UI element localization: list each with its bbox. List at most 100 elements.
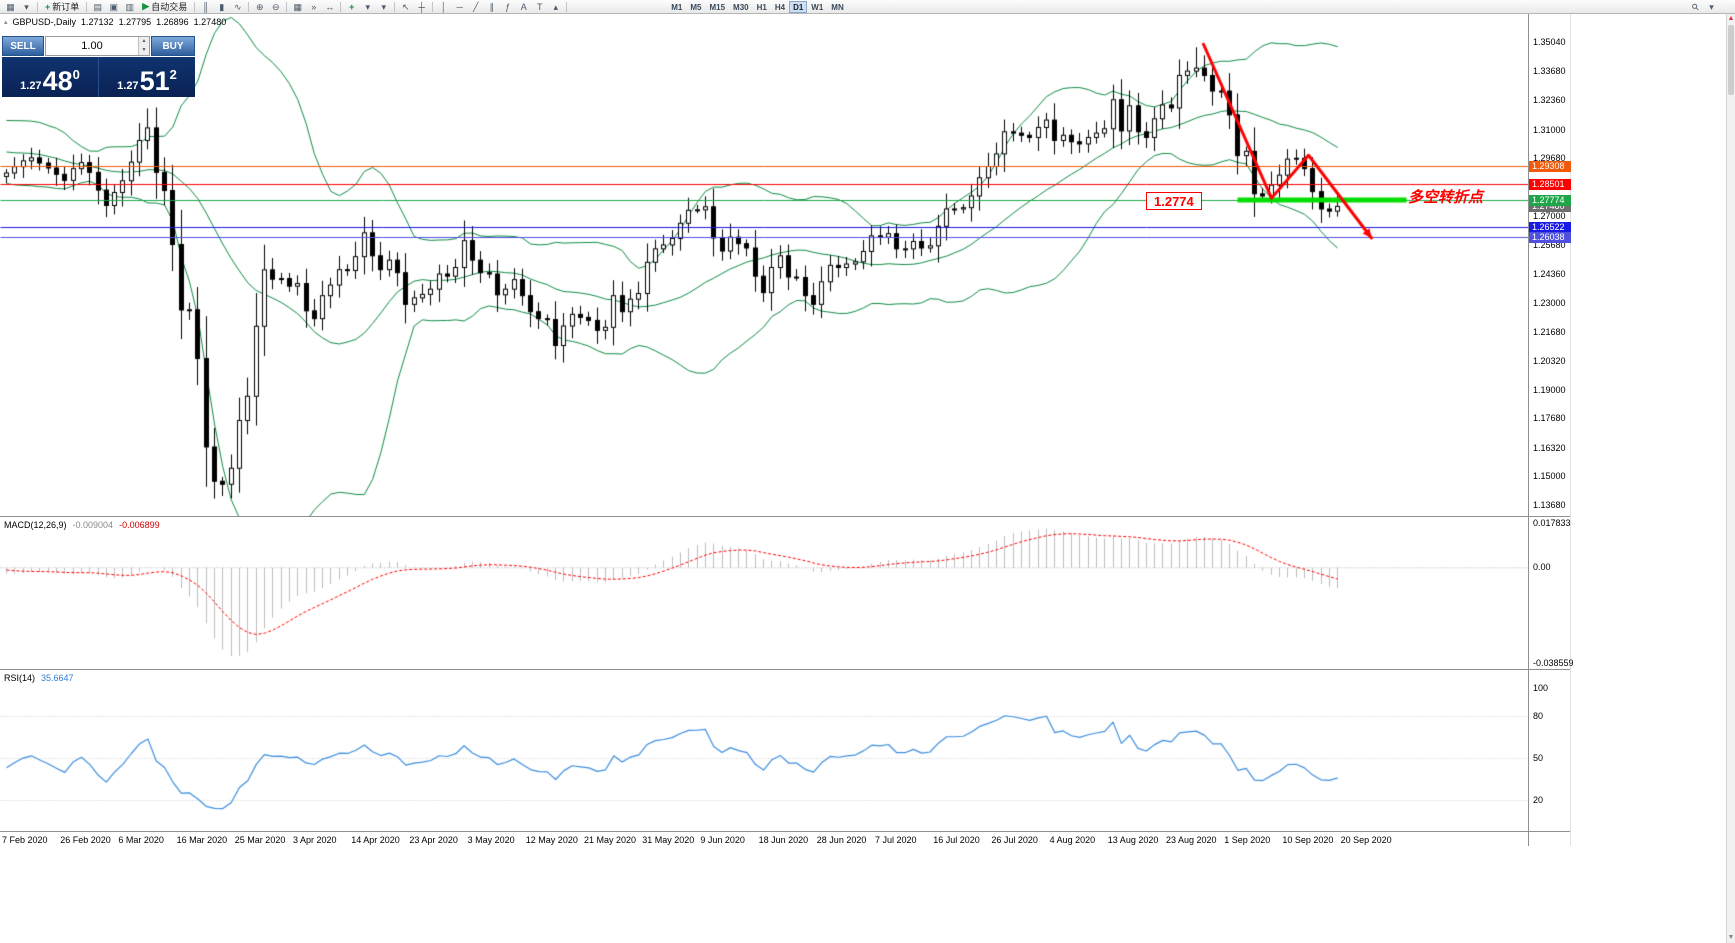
new-order-label: 新订单 bbox=[52, 2, 80, 12]
price-axis-tick: 1.29680 bbox=[1533, 153, 1566, 164]
toolbar-separator bbox=[394, 1, 396, 12]
sell-price-prefix: 1.27 bbox=[20, 80, 42, 92]
volume-decrease-button[interactable]: ▼ bbox=[139, 46, 149, 55]
terminal-icon[interactable]: ▥ bbox=[125, 1, 135, 12]
timeframe-m30[interactable]: M30 bbox=[733, 2, 749, 12]
price-axis-tick: 1.33680 bbox=[1533, 66, 1566, 77]
buy-price-display[interactable]: 1.27 51 2 bbox=[99, 57, 195, 97]
timeframe-d1[interactable]: D1 bbox=[789, 0, 808, 13]
horizontal-line-icon[interactable]: ─ bbox=[456, 1, 463, 12]
ohlc-open: 1.27132 bbox=[81, 17, 114, 27]
price-axis-tick: 1.23000 bbox=[1533, 297, 1566, 308]
price-tag: 1.26038 bbox=[1529, 232, 1571, 244]
rsi-dates-separator bbox=[0, 831, 1570, 832]
timeframe-m5[interactable]: M5 bbox=[690, 2, 702, 12]
chart-window: ▴ GBPUSD-,Daily 1.27132 1.27795 1.26896 … bbox=[0, 14, 1735, 943]
vertical-scrollbar[interactable]: ▲ ▼ bbox=[1726, 14, 1735, 943]
scroll-down-icon[interactable]: ▼ bbox=[1727, 934, 1735, 941]
scroll-up-icon[interactable]: ▲ bbox=[1727, 15, 1735, 22]
indicators-dropdown-icon[interactable]: ▾ bbox=[365, 1, 370, 12]
date-axis-label: 23 Apr 2020 bbox=[409, 835, 458, 845]
arrows-tool-icon[interactable]: ▴ bbox=[553, 1, 558, 12]
rsi-header: RSI(14) 35.6647 bbox=[4, 673, 74, 683]
date-axis-label: 16 Jul 2020 bbox=[933, 835, 980, 845]
date-axis-label: 10 Sep 2020 bbox=[1282, 835, 1334, 845]
price-chart-canvas[interactable] bbox=[0, 14, 1570, 516]
date-axis-label: 7 Jul 2020 bbox=[875, 835, 917, 845]
candlestick-chart-icon[interactable]: ▮ bbox=[219, 1, 225, 12]
volume-increase-button[interactable]: ▲ bbox=[139, 37, 149, 46]
search-icon[interactable]: ⚲ bbox=[1689, 0, 1702, 13]
toolbar-separator bbox=[340, 1, 342, 12]
buy-button[interactable]: BUY bbox=[151, 36, 195, 56]
price-axis-tick: 1.17680 bbox=[1533, 413, 1566, 424]
price-axis-tick: 1.32360 bbox=[1533, 95, 1566, 106]
one-click-trading-panel: SELL ▲ ▼ BUY 1.27 48 0 1.27 51 2 bbox=[2, 36, 195, 97]
indicators-icon[interactable]: + bbox=[349, 1, 355, 12]
toolbar-separator bbox=[286, 1, 288, 12]
scrollbar-thumb[interactable] bbox=[1728, 25, 1734, 95]
price-axis-tick: 1.25680 bbox=[1533, 239, 1566, 250]
date-axis-label: 6 Mar 2020 bbox=[118, 835, 164, 845]
date-axis-label: 9 Jun 2020 bbox=[700, 835, 745, 845]
main-macd-separator[interactable] bbox=[0, 516, 1570, 517]
market-watch-icon[interactable]: ▤ bbox=[93, 1, 103, 12]
volume-input[interactable] bbox=[46, 37, 138, 55]
tile-windows-icon[interactable]: ▦ bbox=[293, 1, 302, 12]
channel-icon[interactable]: ∥ bbox=[489, 1, 494, 12]
fibonacci-icon[interactable]: ƒ bbox=[505, 1, 511, 12]
volume-field: ▲ ▼ bbox=[45, 36, 150, 56]
price-axis-tick: 1.24360 bbox=[1533, 268, 1566, 279]
timeframe-h4[interactable]: H4 bbox=[774, 2, 786, 12]
ohlc-close: 1.27480 bbox=[193, 17, 227, 27]
timeframes-dropdown-icon[interactable]: ▾ bbox=[381, 1, 386, 12]
price-axis-tick: 1.27000 bbox=[1533, 211, 1566, 222]
crosshair-icon[interactable]: ┼ bbox=[418, 1, 425, 12]
turning-point-annotation[interactable]: 多空转折点 bbox=[1408, 189, 1484, 206]
autotrading-button[interactable]: ▶ 自动交易 bbox=[138, 1, 191, 13]
auto-scroll-icon[interactable]: » bbox=[311, 1, 317, 12]
navigator-icon[interactable]: ▣ bbox=[109, 1, 119, 12]
zoom-in-icon[interactable]: ⊕ bbox=[255, 1, 264, 12]
trendline-icon[interactable]: ╱ bbox=[473, 1, 479, 12]
macd-axis-max: 0.017833 bbox=[1533, 518, 1571, 528]
macd-panel-canvas[interactable] bbox=[0, 517, 1570, 669]
sell-price-display[interactable]: 1.27 48 0 bbox=[2, 57, 99, 97]
bar-chart-icon[interactable]: ║ bbox=[202, 1, 209, 12]
zoom-out-icon[interactable]: ⊖ bbox=[271, 1, 280, 12]
rsi-axis-tick: 80 bbox=[1533, 711, 1544, 721]
timeframe-h1[interactable]: H1 bbox=[756, 2, 767, 12]
timeframe-m15[interactable]: M15 bbox=[709, 2, 726, 12]
vertical-line-icon[interactable]: │ bbox=[440, 1, 447, 12]
macd-axis-zero: 0.00 bbox=[1533, 562, 1551, 573]
line-chart-icon[interactable]: ∿ bbox=[233, 1, 242, 12]
macd-rsi-separator[interactable] bbox=[0, 669, 1570, 670]
chart-profiles-icon[interactable]: ▾ bbox=[24, 1, 29, 12]
text-icon[interactable]: A bbox=[520, 1, 527, 12]
price-axis-tick: 1.21680 bbox=[1533, 326, 1566, 337]
timeframe-m1[interactable]: M1 bbox=[671, 2, 683, 12]
text-label-icon[interactable]: T bbox=[536, 1, 543, 12]
buy-price-sup: 2 bbox=[169, 67, 177, 82]
date-axis-label: 23 Aug 2020 bbox=[1166, 835, 1217, 845]
cursor-icon[interactable]: ↖ bbox=[401, 1, 410, 12]
timeframe-mn[interactable]: MN bbox=[831, 2, 844, 12]
date-axis-label: 20 Sep 2020 bbox=[1340, 835, 1392, 845]
rsi-axis-tick: 50 bbox=[1533, 753, 1544, 763]
price-axis-tick: 1.20320 bbox=[1533, 356, 1566, 367]
timeframe-w1[interactable]: W1 bbox=[811, 2, 824, 12]
price-flag-label[interactable]: 1.2774 bbox=[1146, 192, 1202, 210]
sell-button[interactable]: SELL bbox=[2, 36, 44, 56]
new-chart-icon[interactable]: ▦ bbox=[6, 1, 15, 12]
new-order-button[interactable]: + 新订单 bbox=[41, 1, 83, 13]
menu-more-icon[interactable]: ▾ bbox=[1709, 1, 1714, 12]
window-right-edge bbox=[1570, 14, 1571, 846]
rsi-axis-tick: 20 bbox=[1533, 795, 1544, 805]
date-axis-label: 31 May 2020 bbox=[642, 835, 695, 845]
toolbar-separator bbox=[432, 1, 434, 12]
macd-axis-min: -0.038559 bbox=[1533, 658, 1574, 668]
price-axis-tick: 1.35040 bbox=[1533, 37, 1566, 47]
rsi-panel-canvas[interactable] bbox=[0, 670, 1570, 831]
chart-shift-icon[interactable]: ↔ bbox=[325, 1, 335, 12]
date-axis-label: 18 Jun 2020 bbox=[758, 835, 809, 845]
